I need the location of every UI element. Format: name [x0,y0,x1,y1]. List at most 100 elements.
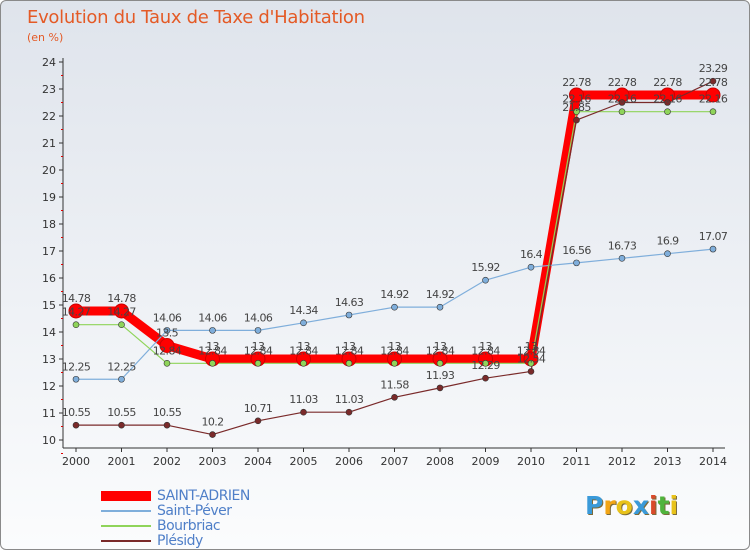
x-tick-label: 2014 [699,455,727,468]
data-label: 22.78 [653,76,682,89]
data-label: 13 [206,340,219,353]
x-tick-label: 2004 [244,455,272,468]
data-point [254,327,262,334]
y-tick-label: 21 [42,137,56,150]
x-tick-label: 2013 [654,455,682,468]
y-tick-label: 14 [42,326,56,339]
x-tick-label: 2006 [335,455,363,468]
data-point [209,431,216,438]
x-tick-label: 2005 [290,455,318,468]
data-label: 10.55 [153,406,182,419]
chart-unit: (en %) [27,31,64,44]
data-label: 12.84 [198,344,227,357]
y-tick-label: 23 [42,83,56,96]
data-label: 22.16 [699,93,728,106]
data-point [391,303,398,311]
data-point [118,421,125,429]
data-label: 11.03 [335,393,364,406]
x-tick-label: 2008 [426,455,454,468]
data-point [569,87,584,103]
data-label: 11.58 [380,378,409,391]
data-point [300,408,307,416]
data-label: 10.2 [201,416,223,429]
data-label: 12.84 [244,344,273,357]
data-point [159,338,175,353]
data-label: 17.07 [699,230,728,243]
data-point [618,99,626,106]
data-point [664,250,671,257]
legend-label: Bourbriac [157,517,221,534]
data-point [709,77,717,85]
legend-item: SAINT-ADRIEN [101,487,250,504]
logo-letter: r [603,491,616,520]
data-point [618,254,626,262]
data-label: 12.84 [380,344,409,357]
legend-label: SAINT-ADRIEN [157,487,250,504]
data-label: 22.78 [562,76,591,89]
data-label: 13 [343,340,356,353]
data-label: 16.9 [656,235,679,248]
y-tick-label: 18 [42,218,56,231]
data-label: 22.16 [608,93,637,106]
data-label: 12.25 [107,360,136,373]
data-label: 22.78 [699,76,728,89]
x-tick-label: 2012 [608,455,636,468]
data-point [300,360,307,367]
x-tick-label: 2001 [108,455,136,468]
data-label: 14.06 [153,311,182,324]
data-label: 14.63 [335,296,364,309]
data-label: 16.56 [562,244,591,257]
data-point [436,384,444,392]
x-tick-label: 2002 [153,455,181,468]
x-tick-label: 2007 [381,455,409,468]
x-tick-label: 2000 [62,455,90,468]
legend-item: Saint-Péver [101,502,250,519]
data-point [118,321,125,329]
y-tick-label: 11 [42,407,56,420]
data-label: 14.27 [107,306,136,319]
data-point [163,421,171,429]
data-label: 11.93 [426,369,455,382]
data-label: 11.03 [289,393,318,406]
data-label: 13.5 [156,327,179,340]
data-label: 15.92 [471,261,500,274]
data-point [72,421,80,429]
legend-swatch [101,509,151,512]
data-point [68,303,84,319]
data-point [527,360,535,367]
data-label: 14.34 [289,304,318,317]
data-label: 13 [297,340,310,353]
data-point [72,375,80,383]
data-label: 12.84 [153,344,182,357]
data-point [573,116,580,124]
legend-label: Plésidy [157,532,203,549]
logo-letter: i [649,491,658,520]
y-tick-label: 24 [42,56,56,69]
data-label: 14.06 [198,311,227,324]
logo-letter: i [669,491,679,520]
data-point [527,263,535,271]
y-tick-label: 19 [42,191,56,204]
data-label: 22.78 [608,76,637,89]
data-label: 22.16 [562,93,591,106]
data-label: 16.73 [608,239,637,252]
legend-label: Saint-Péver [157,502,232,519]
y-tick-label: 22 [42,110,56,123]
y-tick-label: 10 [42,434,56,447]
data-label: 12.84 [471,344,500,357]
data-point [209,360,216,367]
data-point [118,375,125,383]
data-point [573,108,580,115]
legend-item: Bourbriac [101,517,250,534]
data-label: 10.71 [244,402,273,415]
legend-swatch [101,524,151,527]
y-tick-label: 15 [42,299,56,312]
data-label: 16.4 [520,248,543,261]
data-label: 12.54 [517,352,546,365]
data-point [345,311,353,319]
data-label: 13 [479,340,492,353]
x-tick-label: 2003 [199,455,227,468]
data-label: 14.27 [62,306,91,319]
logo-letter: x [632,491,649,520]
